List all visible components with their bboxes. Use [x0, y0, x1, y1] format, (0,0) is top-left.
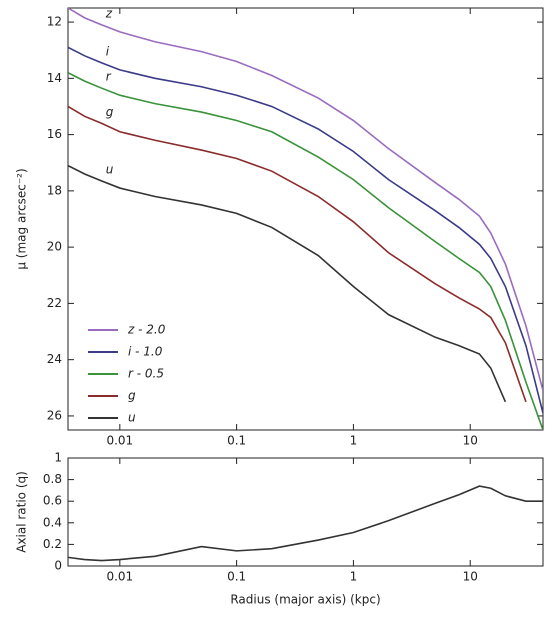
plot-frame [67, 457, 544, 567]
curve-label: g [106, 105, 114, 119]
y-tick-label: 0.6 [43, 494, 62, 508]
series-line [68, 485, 543, 562]
series-line [68, 105, 527, 403]
y-tick-label: 16 [47, 127, 62, 141]
y-tick-label: 20 [47, 240, 62, 254]
y-axis-label: μ (mag arcsec⁻²) [15, 168, 29, 269]
series-line [68, 71, 543, 430]
y-tick-label: 26 [47, 408, 62, 422]
y-tick-label: 12 [47, 15, 62, 29]
x-tick-label: 0.01 [106, 434, 133, 448]
curve-label: i [106, 44, 110, 58]
y-tick-label: 22 [47, 296, 62, 310]
x-tick-label: 0.1 [227, 434, 246, 448]
series-line [68, 8, 543, 391]
y-tick-label: 0.2 [43, 537, 62, 551]
x-tick-label: 1 [350, 434, 358, 448]
series-line [68, 46, 543, 414]
y-axis-label: Axial ratio (q) [15, 471, 29, 553]
legend-label: i - 1.0 [128, 345, 163, 359]
legend-label: r - 0.5 [128, 367, 164, 381]
curve-label: z [105, 6, 113, 20]
x-tick-label: 0.1 [227, 570, 246, 584]
plot-frame [67, 7, 544, 431]
plot-area [68, 485, 543, 562]
plot-area [68, 8, 543, 430]
series-line [68, 164, 507, 403]
y-tick-label: 14 [47, 71, 62, 85]
legend-label: z - 2.0 [127, 323, 166, 337]
legend-label: g [128, 389, 136, 403]
x-axis-label: Radius (major axis) (kpc) [230, 593, 380, 607]
y-tick-label: 0 [54, 559, 62, 573]
curve-label: u [106, 163, 114, 177]
curve-label: r [106, 70, 112, 84]
y-tick-label: 1 [54, 451, 62, 465]
x-tick-label: 0.01 [106, 570, 133, 584]
legend-label: u [128, 411, 136, 425]
x-tick-label: 10 [463, 434, 478, 448]
x-tick-label: 10 [463, 570, 478, 584]
y-tick-label: 24 [47, 352, 62, 366]
y-tick-label: 0.8 [43, 472, 62, 486]
y-tick-label: 0.4 [43, 515, 62, 529]
x-tick-label: 1 [350, 570, 358, 584]
y-tick-label: 18 [47, 183, 62, 197]
